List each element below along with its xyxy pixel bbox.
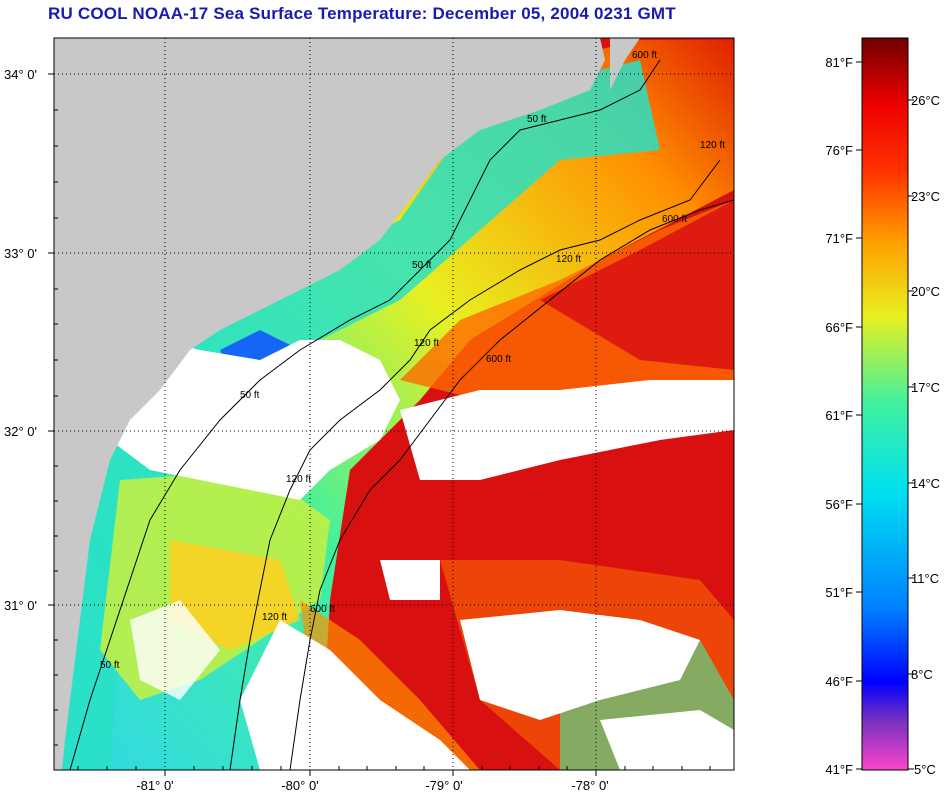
land <box>54 38 605 770</box>
color-bar-label-f: 81°F <box>825 55 853 70</box>
axis-ticks <box>48 73 711 776</box>
color-bar-label-f: 51°F <box>825 585 853 600</box>
color-bar-label-c: 8°C <box>911 667 933 682</box>
map-image: 50 ft 50 ft 50 ft 50 ft 120 ft 120 ft 12… <box>54 38 734 770</box>
contour-label: 120 ft <box>286 474 311 485</box>
longitude-labels: -81° 0' -80° 0' -79° 0' -78° 0' <box>136 778 608 793</box>
color-bar-label-c: 14°C <box>911 476 940 491</box>
contour-label: 50 ft <box>412 260 432 271</box>
lon-label-78: -78° 0' <box>571 778 608 793</box>
color-bar-label-f: 41°F <box>825 762 853 777</box>
lon-label-79: -79° 0' <box>425 778 462 793</box>
latitude-labels: 34° 0' 33° 0' 32° 0' 31° 0' <box>4 67 37 613</box>
contour-label: 600 ft <box>486 354 511 365</box>
color-bar-label-c: 5°C <box>914 762 936 777</box>
map-frame <box>53 37 735 771</box>
color-bar-ticks <box>856 61 914 770</box>
celsius-labels: 26°C 23°C 20°C 17°C 14°C 11°C 8°C 5°C <box>911 93 940 777</box>
color-bar-label-c: 11°C <box>911 571 939 586</box>
color-bar-label-f: 46°F <box>825 674 853 689</box>
color-bar-label-f: 66°F <box>825 320 853 335</box>
color-bar: 81°F 76°F 71°F 66°F 61°F 56°F 51°F 46°F … <box>825 37 940 777</box>
contour-label: 600 ft <box>632 50 657 61</box>
contour-label: 120 ft <box>414 338 439 349</box>
color-bar-label-c: 17°C <box>911 380 940 395</box>
color-bar-label-f: 61°F <box>825 408 853 423</box>
color-bar-label-f: 76°F <box>825 143 853 158</box>
color-bar-label-c: 26°C <box>911 93 940 108</box>
fahrenheit-labels: 81°F 76°F 71°F 66°F 61°F 56°F 51°F 46°F … <box>825 55 853 777</box>
contour-label: 600 ft <box>310 604 335 615</box>
map-title: RU COOL NOAA-17 Sea Surface Temperature:… <box>48 4 676 23</box>
contour-label: 50 ft <box>100 660 120 671</box>
color-bar-label-c: 20°C <box>911 284 940 299</box>
lat-label-33: 33° 0' <box>4 246 37 261</box>
contour-label: 600 ft <box>662 214 687 225</box>
lat-label-32: 32° 0' <box>4 424 37 439</box>
lon-label-81: -81° 0' <box>136 778 173 793</box>
color-bar-label-c: 23°C <box>911 189 940 204</box>
contour-label: 120 ft <box>262 612 287 623</box>
lat-label-31: 31° 0' <box>4 598 37 613</box>
contour-label: 120 ft <box>556 254 581 265</box>
contour-labels: 50 ft 50 ft 50 ft 50 ft 120 ft 120 ft 12… <box>100 50 725 671</box>
graticule <box>54 38 734 770</box>
color-bar-gradient <box>861 37 909 771</box>
contour-label: 120 ft <box>700 140 725 151</box>
contour-label: 50 ft <box>240 390 260 401</box>
cloud-cover <box>100 330 400 500</box>
color-bar-label-f: 71°F <box>825 231 853 246</box>
contour-label: 50 ft <box>527 114 547 125</box>
color-bar-label-f: 56°F <box>825 497 853 512</box>
lon-label-80: -80° 0' <box>281 778 318 793</box>
lat-label-34: 34° 0' <box>4 67 37 82</box>
bathymetry-contours <box>69 59 734 770</box>
